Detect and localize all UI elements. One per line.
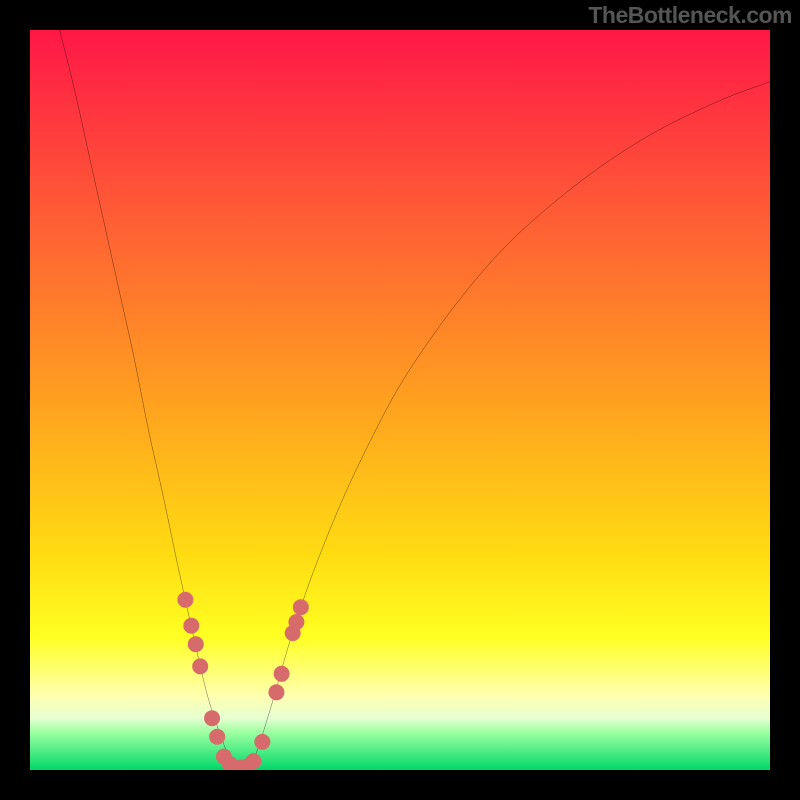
curve-marker [204, 710, 220, 726]
curve-marker [209, 729, 225, 745]
curve-marker [245, 753, 261, 769]
watermark-text: TheBottleneck.com [588, 2, 792, 29]
curve-marker [274, 666, 290, 682]
plot-area [30, 30, 770, 770]
curve-marker [192, 658, 208, 674]
chart-root: TheBottleneck.com [0, 0, 800, 800]
curve-marker [183, 618, 199, 634]
curve-marker [254, 734, 270, 750]
curve-marker [288, 614, 304, 630]
curve-marker [188, 636, 204, 652]
curve-marker [293, 599, 309, 615]
curve-marker [177, 592, 193, 608]
curve-marker [268, 684, 284, 700]
marker-layer [30, 30, 770, 770]
